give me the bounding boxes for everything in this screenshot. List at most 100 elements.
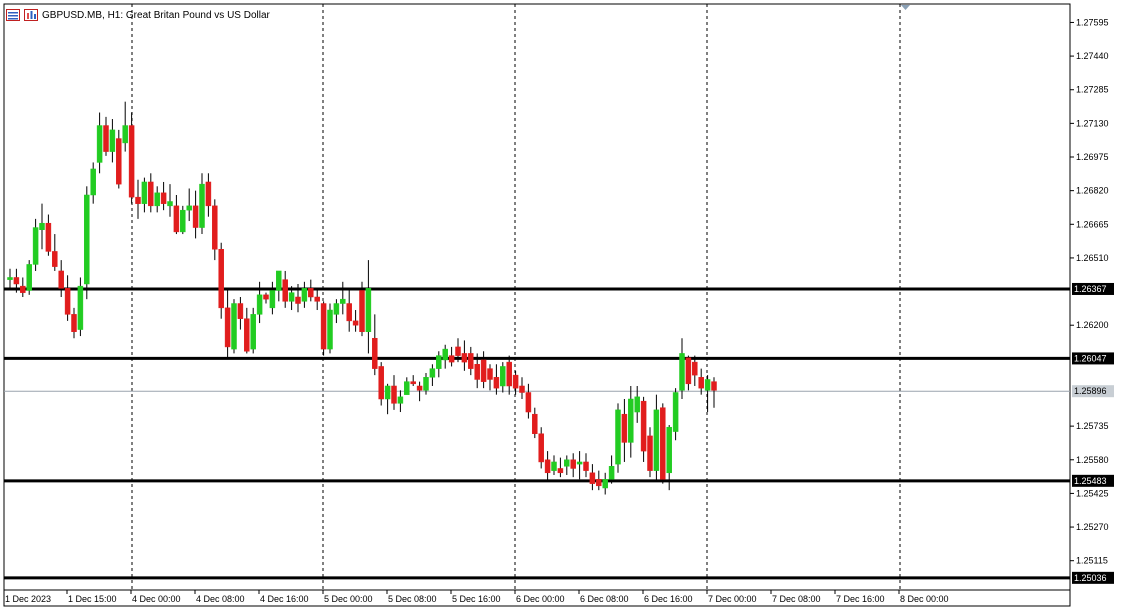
candle-body[interactable] (589, 472, 596, 484)
shift-marker-icon[interactable] (901, 5, 910, 10)
candle-body[interactable] (352, 320, 359, 326)
candle-body[interactable] (135, 196, 141, 204)
candle-body[interactable] (340, 298, 346, 304)
candle-body[interactable] (455, 346, 461, 356)
candle-body[interactable] (32, 227, 39, 265)
candle-body[interactable] (327, 309, 333, 350)
candle-body[interactable] (378, 366, 384, 400)
candle-body[interactable] (71, 314, 77, 332)
candle-body[interactable] (26, 264, 32, 291)
candle-body[interactable] (20, 285, 26, 293)
candle-body[interactable] (231, 303, 237, 350)
candle-body[interactable] (308, 288, 314, 298)
candle-body[interactable] (621, 413, 628, 443)
candle-body[interactable] (256, 294, 263, 315)
candle-body[interactable] (180, 209, 186, 233)
candle-body[interactable] (544, 459, 551, 474)
candle-body[interactable] (167, 201, 173, 207)
window-list-icon[interactable] (6, 9, 20, 21)
candle-body[interactable] (7, 277, 13, 280)
candle-body[interactable] (160, 192, 167, 204)
candle-body[interactable] (538, 433, 544, 463)
candle-body[interactable] (666, 426, 672, 474)
candle-body[interactable] (615, 409, 621, 465)
candle-body[interactable] (154, 192, 160, 207)
candle-body[interactable] (173, 205, 180, 233)
candle-body[interactable] (692, 361, 698, 376)
candle-body[interactable] (372, 337, 378, 369)
candle-body[interactable] (84, 194, 90, 285)
candle-body[interactable] (474, 364, 480, 380)
candle-body[interactable] (218, 249, 224, 309)
candle-body[interactable] (480, 359, 487, 382)
candle-body[interactable] (39, 222, 45, 230)
candle-body[interactable] (288, 292, 295, 302)
candle-body[interactable] (602, 479, 608, 489)
candle-body[interactable] (276, 270, 282, 291)
candle-body[interactable] (199, 183, 205, 228)
candle-body[interactable] (333, 303, 340, 315)
candle-body[interactable] (551, 461, 557, 471)
candle-body[interactable] (634, 396, 640, 413)
candle-body[interactable] (660, 407, 666, 480)
candle-body[interactable] (148, 181, 154, 207)
candle-body[interactable] (58, 270, 64, 289)
candle-body[interactable] (301, 288, 308, 302)
candle-body[interactable] (506, 361, 512, 387)
candle-body[interactable] (64, 288, 71, 315)
candle-body[interactable] (698, 377, 704, 389)
candle-body[interactable] (205, 181, 212, 207)
candle-body[interactable] (263, 294, 269, 300)
candle-body[interactable] (564, 459, 570, 467)
candle-body[interactable] (237, 303, 244, 319)
candle-body[interactable] (576, 461, 583, 465)
candle-body[interactable] (711, 381, 717, 391)
candle-body[interactable] (212, 205, 218, 250)
candle-body[interactable] (314, 296, 320, 302)
candle-body[interactable] (45, 222, 52, 252)
candle-body[interactable] (429, 368, 436, 378)
candle-body[interactable] (461, 353, 468, 363)
candle-body[interactable] (570, 459, 576, 469)
candle-body[interactable] (186, 205, 192, 211)
candle-body[interactable] (500, 366, 506, 387)
candle-body[interactable] (608, 466, 615, 480)
candle-body[interactable] (103, 125, 109, 152)
candle-body[interactable] (109, 129, 116, 152)
candle-body[interactable] (365, 288, 372, 332)
candle-body[interactable] (525, 392, 532, 413)
plot-area[interactable] (3, 3, 1071, 591)
candle-body[interactable] (557, 468, 564, 474)
candle-body[interactable] (13, 277, 20, 285)
candle-body[interactable] (436, 355, 442, 369)
candle-body[interactable] (640, 400, 647, 452)
candle-body[interactable] (250, 314, 256, 350)
candle-body[interactable] (77, 285, 84, 330)
candle-body[interactable] (519, 385, 525, 393)
candle-body[interactable] (122, 125, 128, 144)
candle-body[interactable] (128, 125, 135, 198)
chart-type-icon[interactable] (24, 9, 38, 21)
candle-body[interactable] (596, 479, 602, 487)
candle-body[interactable] (532, 413, 538, 434)
candle-body[interactable] (679, 353, 685, 391)
candle-body[interactable] (493, 377, 500, 389)
candle-body[interactable] (468, 353, 474, 369)
candle-body[interactable] (404, 381, 410, 395)
candle-body[interactable] (628, 398, 634, 443)
candle-body[interactable] (282, 279, 288, 302)
candle-body[interactable] (269, 290, 276, 309)
candle-body[interactable] (583, 461, 589, 471)
candle-body[interactable] (346, 303, 352, 322)
candle-body[interactable] (244, 318, 250, 352)
candle-body[interactable] (224, 307, 231, 348)
candle-body[interactable] (397, 396, 404, 404)
candle-body[interactable] (295, 296, 301, 304)
candle-body[interactable] (653, 409, 660, 471)
candle-body[interactable] (685, 357, 692, 385)
candle-body[interactable] (192, 205, 199, 228)
candle-body[interactable] (416, 385, 423, 391)
candle-body[interactable] (487, 368, 493, 380)
candle-body[interactable] (423, 377, 429, 391)
